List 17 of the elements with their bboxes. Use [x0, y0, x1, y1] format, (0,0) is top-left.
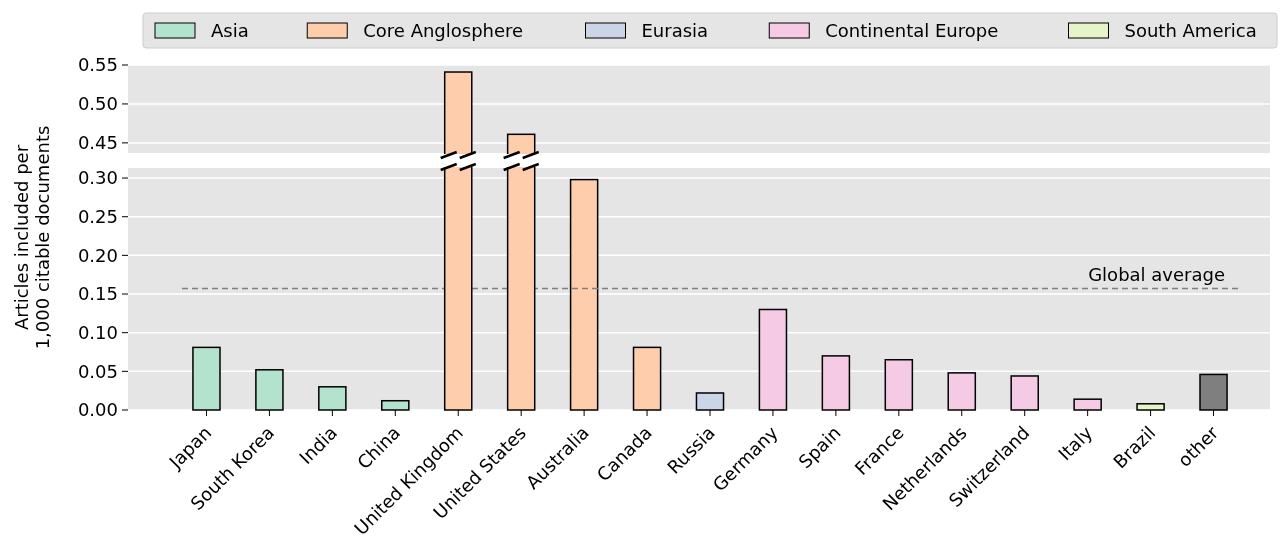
legend-label: Asia — [211, 20, 249, 41]
y-tick-label: 0.10 — [77, 321, 118, 343]
ref-line-label: Global average — [1088, 263, 1225, 285]
y-tick-label: 0.20 — [77, 244, 118, 266]
y-tick-label: 0.30 — [77, 167, 118, 189]
legend-label: Eurasia — [641, 20, 709, 41]
y-tick-label: 0.00 — [77, 399, 118, 421]
y-tick-label: 0.55 — [77, 54, 118, 76]
y-tick-label: 0.45 — [77, 132, 118, 154]
y-tick-label: 0.15 — [77, 283, 118, 305]
legend-label: South America — [1124, 20, 1257, 41]
legend-label: Continental Europe — [825, 20, 999, 41]
y-axis-title: Articles included per 1,000 citable documents — [11, 125, 53, 350]
y-tick-label: 0.05 — [77, 360, 118, 382]
y-tick-label: 0.25 — [77, 206, 118, 228]
y-tick-label: 0.50 — [77, 93, 118, 115]
legend-label: Core Anglosphere — [363, 20, 524, 41]
